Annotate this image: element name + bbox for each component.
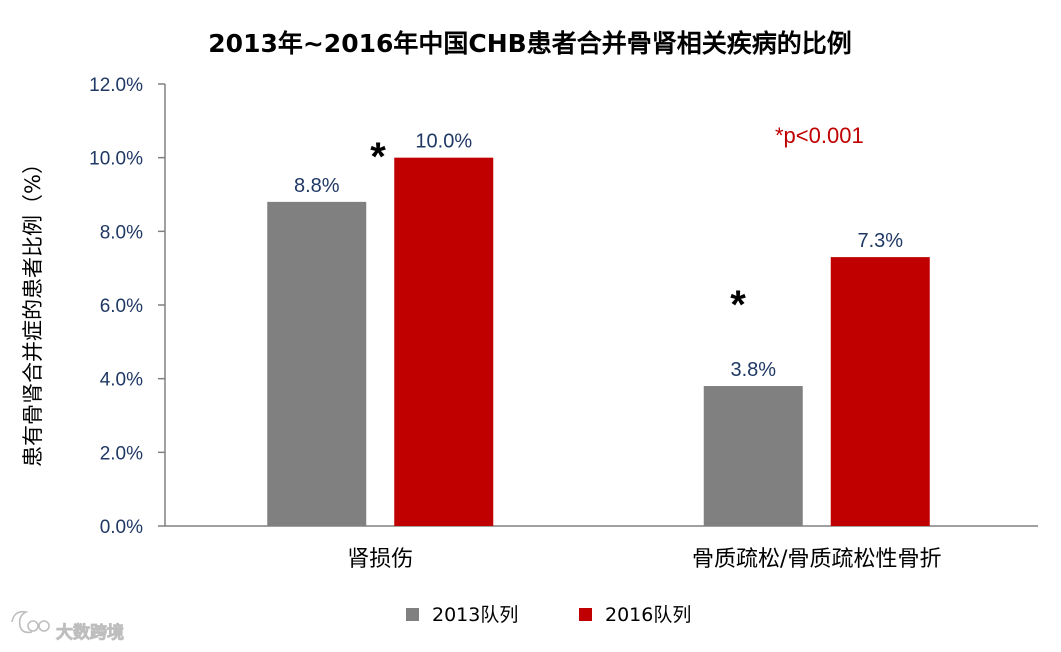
- chart-title: 2013年~2016年中国CHB患者合并骨肾相关疾病的比例: [208, 29, 851, 58]
- y-tick-label: 10.0%: [89, 149, 143, 170]
- bar-value-label: 8.8%: [294, 175, 340, 197]
- y-axis-label: 患有骨肾合并症的患者比例（%）: [21, 153, 45, 467]
- legend: 2013队列 2016队列: [406, 604, 691, 626]
- y-tick-label: 4.0%: [100, 370, 143, 391]
- bar-2016-bone: [830, 257, 930, 526]
- legend-label: 2013队列: [432, 604, 518, 626]
- bar-2013-bone: [703, 386, 803, 526]
- y-tick-label: 8.0%: [100, 222, 143, 243]
- watermark-logo-icon: [11, 610, 50, 634]
- watermark: 大数跨境: [11, 610, 124, 643]
- significance-star-kidney: *: [370, 135, 386, 179]
- bar-value-label: 10.0%: [415, 131, 472, 153]
- bar-value-label: 7.3%: [857, 230, 903, 252]
- x-category-label: 肾损伤: [347, 547, 413, 572]
- y-axis-ticks: 0.0% 2.0% 4.0% 6.0% 8.0% 10.0% 12.0%: [89, 75, 165, 538]
- bar-2016-kidney: [394, 157, 494, 526]
- legend-label: 2016队列: [605, 604, 691, 626]
- y-tick-label: 2.0%: [100, 443, 143, 464]
- significance-star-bone: *: [730, 283, 746, 327]
- bars: 8.8% 10.0% 3.8% 7.3%: [267, 131, 930, 526]
- legend-swatch: [406, 608, 419, 621]
- category-labels: 肾损伤 骨质疏松/骨质疏松性骨折: [347, 547, 941, 572]
- bar-value-label: 3.8%: [730, 359, 776, 381]
- watermark-text: 大数跨境: [56, 622, 124, 643]
- y-tick-label: 6.0%: [100, 296, 143, 317]
- bar-2013-kidney: [267, 201, 367, 526]
- legend-swatch: [579, 608, 592, 621]
- y-tick-label: 0.0%: [100, 517, 143, 538]
- p-value-annotation: *p<0.001: [775, 123, 864, 148]
- x-category-label: 骨质疏松/骨质疏松性骨折: [692, 547, 941, 572]
- y-tick-label: 12.0%: [89, 75, 143, 96]
